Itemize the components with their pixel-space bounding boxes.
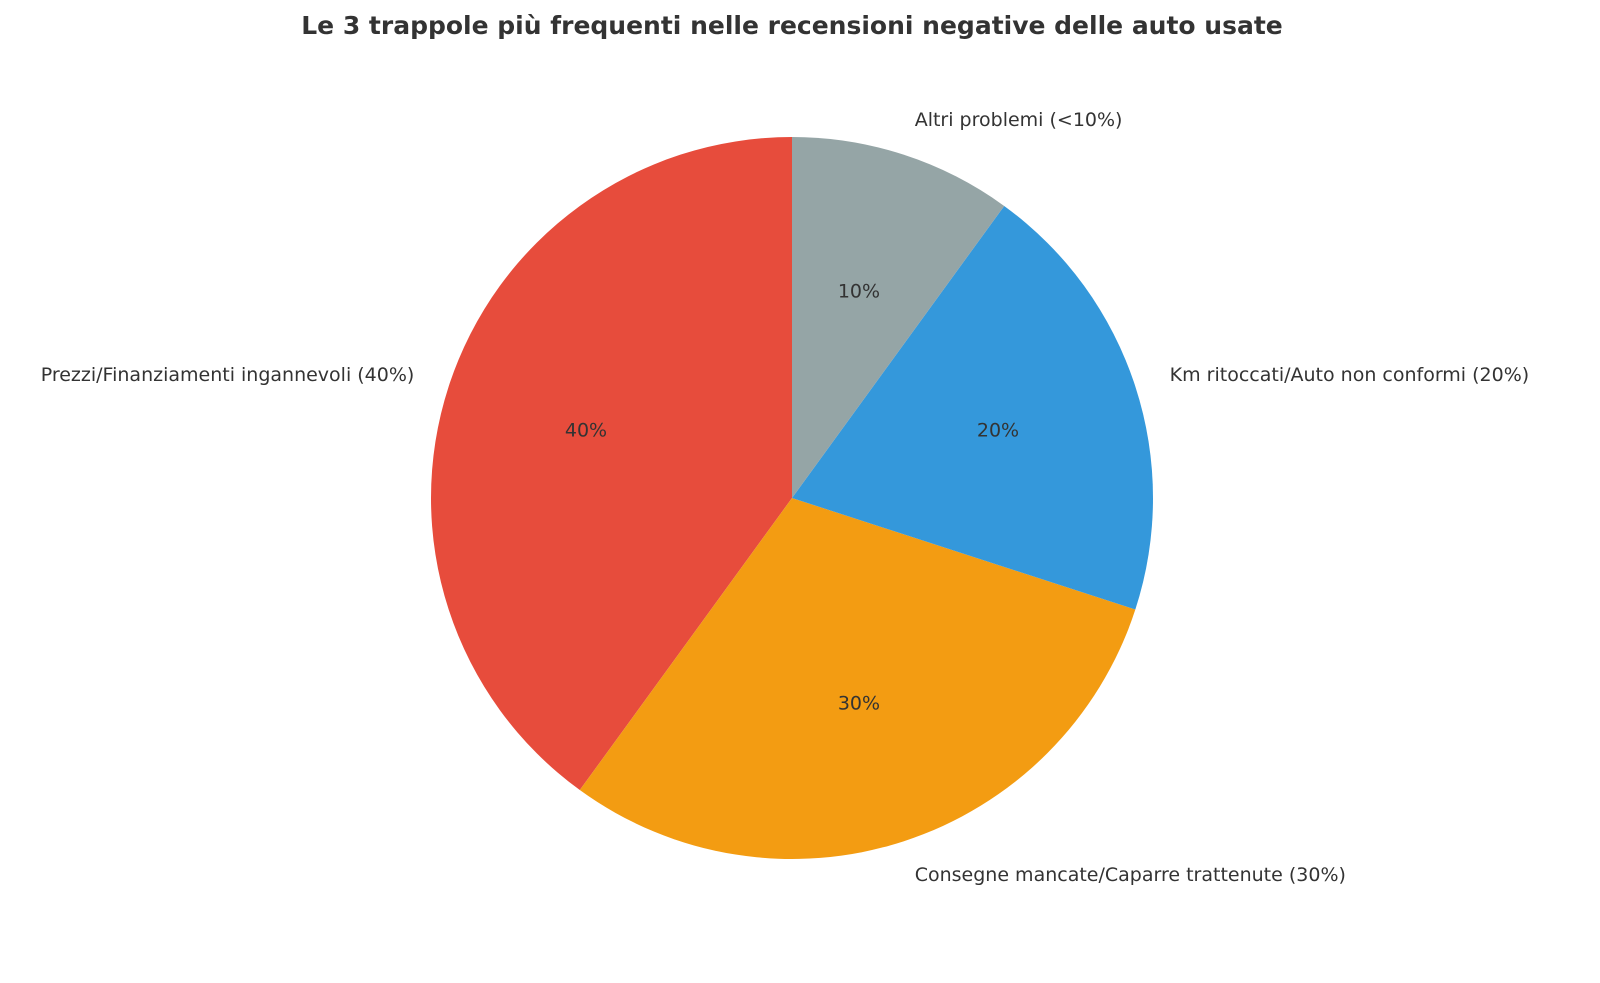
value-label: 30% <box>838 692 880 714</box>
pie-slice <box>792 137 1005 498</box>
value-label: 40% <box>565 420 607 442</box>
pie-slice <box>431 137 792 791</box>
slice-label: Prezzi/Finanziamenti ingannevoli (40%) <box>41 364 415 386</box>
slice-label: Km ritoccati/Auto non conformi (20%) <box>1170 364 1530 386</box>
value-label: 20% <box>977 420 1019 442</box>
chart-title: Le 3 trappole più frequenti nelle recens… <box>301 11 1283 40</box>
slice-label: Altri problemi (<10%) <box>915 109 1123 131</box>
value-label: 10% <box>838 281 880 303</box>
pie-slice <box>579 498 1136 859</box>
slice-label: Consegne mancate/Caparre trattenute (30%… <box>915 864 1346 886</box>
pie-slice <box>792 205 1153 610</box>
